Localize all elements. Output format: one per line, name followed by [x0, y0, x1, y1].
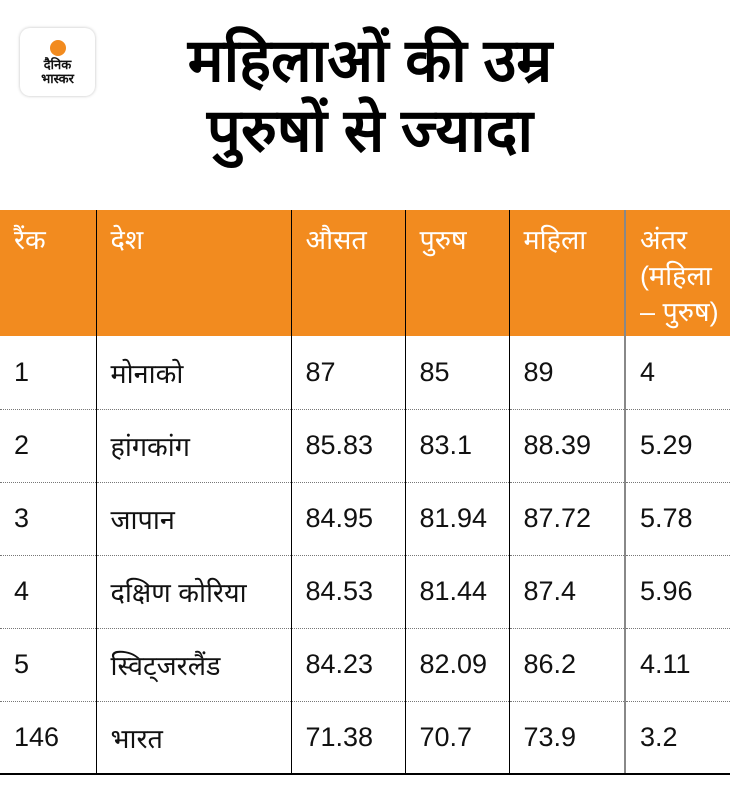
cell-rank: 3 — [0, 482, 96, 556]
table-row: 146 भारत 71.38 70.7 73.9 3.2 — [0, 701, 730, 775]
table-row: 3 जापान 84.95 81.94 87.72 5.78 — [0, 482, 730, 556]
cell-women: 73.9 — [508, 701, 625, 775]
header-difference: अंतर (महिला – पुरुष) — [624, 210, 730, 336]
cell-difference: 5.96 — [624, 555, 730, 629]
cell-men: 81.94 — [404, 482, 509, 556]
cell-average: 71.38 — [290, 701, 405, 775]
cell-women: 87.72 — [508, 482, 625, 556]
logo-line1: दैनिक — [43, 57, 72, 72]
cell-men: 70.7 — [404, 701, 509, 775]
dainik-bhaskar-logo: दैनिक भास्कर — [20, 28, 95, 96]
cell-country: दक्षिण कोरिया — [95, 555, 291, 629]
header-country: देश — [95, 210, 291, 336]
header-men: पुरुष — [404, 210, 509, 336]
cell-rank: 1 — [0, 336, 96, 410]
table-row: 1 मोनाको 87 85 89 4 — [0, 336, 730, 410]
cell-average: 85.83 — [290, 409, 405, 483]
cell-rank: 4 — [0, 555, 96, 629]
header-rank: रैंक — [0, 210, 96, 336]
header-average: औसत — [290, 210, 405, 336]
cell-country: मोनाको — [95, 336, 291, 410]
cell-rank: 2 — [0, 409, 96, 483]
cell-men: 83.1 — [404, 409, 509, 483]
cell-average: 84.53 — [290, 555, 405, 629]
cell-women: 86.2 — [508, 628, 625, 702]
cell-women: 87.4 — [508, 555, 625, 629]
title-line1: महिलाओं की उम्र — [187, 27, 553, 94]
cell-men: 85 — [404, 336, 509, 410]
logo-line2: भास्कर — [41, 71, 74, 86]
table-row: 4 दक्षिण कोरिया 84.53 81.44 87.4 5.96 — [0, 555, 730, 629]
page-title: महिलाओं की उम्र पुरुषों से ज्यादा — [130, 26, 610, 166]
cell-country: भारत — [95, 701, 291, 775]
cell-average: 84.23 — [290, 628, 405, 702]
cell-men: 82.09 — [404, 628, 509, 702]
cell-difference: 5.78 — [624, 482, 730, 556]
cell-country: जापान — [95, 482, 291, 556]
table-row: 2 हांगकांग 85.83 83.1 88.39 5.29 — [0, 409, 730, 483]
cell-difference: 4 — [624, 336, 730, 410]
cell-difference: 5.29 — [624, 409, 730, 483]
cell-country: हांगकांग — [95, 409, 291, 483]
sun-icon — [49, 40, 66, 56]
title-line2: पुरुषों से ज्यादा — [206, 97, 534, 164]
header-women: महिला — [508, 210, 625, 336]
cell-difference: 3.2 — [624, 701, 730, 775]
cell-women: 89 — [508, 336, 625, 410]
cell-men: 81.44 — [404, 555, 509, 629]
cell-average: 84.95 — [290, 482, 405, 556]
table-row: 5 स्विट्जरलैंड 84.23 82.09 86.2 4.11 — [0, 628, 730, 702]
table-header-row: रैंक देश औसत पुरुष महिला अंतर (महिला – प… — [0, 210, 730, 336]
cell-rank: 146 — [0, 701, 96, 775]
cell-women: 88.39 — [508, 409, 625, 483]
cell-country: स्विट्जरलैंड — [95, 628, 291, 702]
cell-rank: 5 — [0, 628, 96, 702]
cell-average: 87 — [290, 336, 405, 410]
life-expectancy-table: रैंक देश औसत पुरुष महिला अंतर (महिला – प… — [0, 210, 730, 775]
cell-difference: 4.11 — [624, 628, 730, 702]
